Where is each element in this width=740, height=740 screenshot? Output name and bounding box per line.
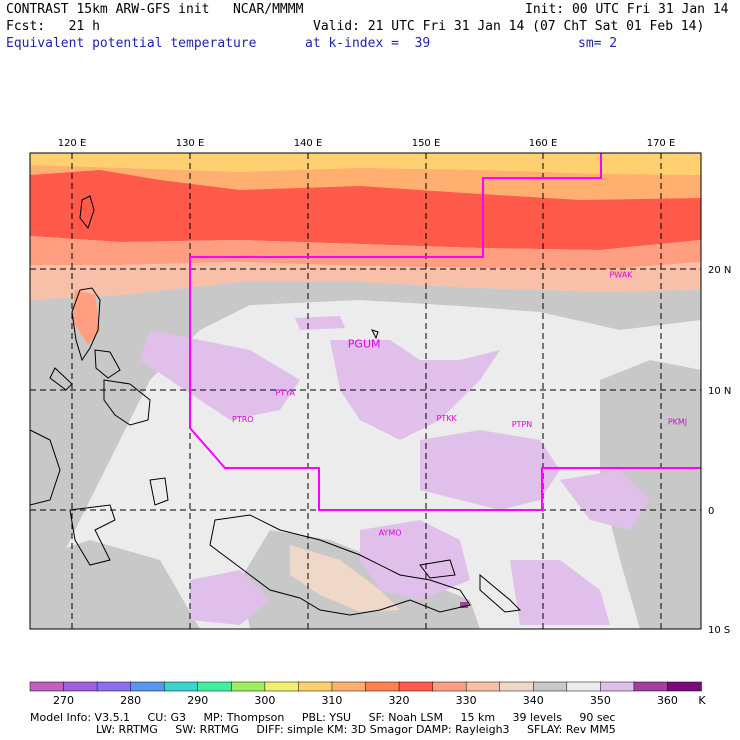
colorbar-label: 330	[455, 694, 477, 707]
theta-e-field	[30, 153, 701, 629]
lon-label-170e: 170 E	[647, 138, 676, 149]
station-ptro: PTRO	[232, 415, 254, 424]
lon-label-150e: 150 E	[412, 138, 441, 149]
mindanao-coast	[103, 379, 151, 426]
colorbar-swatch	[96, 681, 132, 692]
band-salmon	[30, 236, 701, 270]
colorbar-label: 290	[187, 694, 209, 707]
luzon-coast	[71, 287, 101, 362]
coastlines	[29, 195, 522, 616]
guam-coast	[371, 329, 379, 340]
colorbar-swatch	[163, 681, 199, 692]
colorbar-swatch	[331, 681, 367, 692]
station-ptkk: PTKK	[437, 414, 458, 423]
visayas-coast	[94, 349, 121, 379]
colorbar-swatch	[667, 681, 702, 692]
colorbar-label: 310	[321, 694, 343, 707]
station-pgum: PGUM	[348, 337, 381, 350]
colorbar-label: 300	[254, 694, 276, 707]
colorbar-swatch	[633, 681, 669, 692]
colorbar-label: 320	[388, 694, 410, 707]
init-time: Init: 00 UTC Fri 31 Jan 14	[525, 2, 729, 17]
lat-label-0: 0	[708, 506, 714, 517]
station-markers: PGUM PTYA PTRO PTKK PTPN PKMJ PWAK AYMO	[232, 270, 687, 537]
colorbar-swatch	[63, 681, 98, 692]
lon-label-160e: 160 E	[529, 138, 558, 149]
lon-label-130e: 130 E	[176, 138, 205, 149]
colorbar-label: 340	[522, 694, 544, 707]
colorbar-swatch	[130, 681, 165, 692]
forecast-hour: Fcst: 21 h	[6, 19, 100, 34]
colorbar-swatch	[566, 681, 602, 692]
map-frame	[29, 152, 702, 630]
colorbar	[29, 681, 702, 692]
colorbar-swatch	[231, 681, 266, 692]
lat-label-20n: 20 N	[708, 265, 731, 276]
solomon-coast	[479, 573, 522, 613]
field-name: Equivalent potential temperature	[6, 36, 257, 51]
band-red	[30, 170, 701, 250]
colorbar-swatch	[197, 681, 233, 692]
colorbar-unit: K	[698, 694, 706, 707]
lilac-blob-4	[560, 470, 650, 530]
station-pkmj: PKMJ	[668, 417, 687, 426]
station-ptya: PTYA	[275, 389, 295, 398]
colorbar-swatch	[264, 681, 300, 692]
colorbar-swatch	[499, 681, 535, 692]
colorbar-label: 350	[589, 694, 611, 707]
colorbar-label: 280	[120, 694, 142, 707]
band-peach	[30, 262, 701, 300]
model-info-line-2: LW: RRTMG SW: RRTMG DIFF: simple KM: 3D …	[96, 723, 616, 736]
model-info-line-1: Model Info: V3.5.1 CU: G3 MP: Thompson P…	[30, 711, 616, 724]
level-label: at k-index = 39	[305, 36, 431, 51]
lat-label-10n: 10 N	[708, 386, 731, 397]
sulawesi-coast	[69, 504, 116, 566]
lilac-blob-3	[420, 430, 560, 510]
smoothing-label: sm= 2	[578, 36, 618, 51]
lilac-blob-7	[510, 560, 610, 625]
lilac-blob-8	[295, 316, 345, 330]
lat-tick-labels: 20 N 10 N 0 10 S	[708, 265, 731, 636]
station-aymo: AYMO	[379, 528, 402, 537]
colorbar-swatch	[365, 681, 400, 692]
station-ptpn: PTPN	[512, 420, 533, 429]
philippines-warm	[72, 290, 100, 345]
band-gray-east	[600, 360, 701, 629]
colorbar-swatch	[432, 681, 467, 692]
lat-label-10s: 10 S	[708, 625, 730, 636]
newbritain-coast	[419, 559, 456, 579]
lilac-blob-6	[190, 570, 270, 625]
lon-label-120e: 120 E	[58, 138, 87, 149]
colorbar-label: 270	[53, 694, 75, 707]
colorbar-swatch	[600, 681, 635, 692]
colorbar-swatch	[465, 681, 501, 692]
colorbar-swatch	[533, 681, 568, 692]
taiwan-coast	[79, 195, 95, 230]
colorbar-swatch	[398, 681, 434, 692]
lilac-blob-5	[360, 520, 470, 600]
lilac-blob-1	[140, 330, 300, 420]
colorbar-swatch	[29, 681, 65, 692]
newguinea-warm	[290, 545, 400, 612]
lon-tick-labels: 120 E 130 E 140 E 150 E 160 E 170 E	[58, 138, 676, 149]
newguinea-coast	[209, 514, 471, 616]
lon-label-140e: 140 E	[294, 138, 323, 149]
fir-boundary	[189, 153, 701, 511]
colorbar-swatch	[298, 681, 333, 692]
title-line-1: CONTRAST 15km ARW-GFS init NCAR/MMMM	[6, 2, 304, 17]
colorbar-label: 360	[656, 694, 678, 707]
station-pwak: PWAK	[609, 270, 633, 279]
purple-cell	[460, 602, 468, 608]
halmahera-coast	[149, 477, 169, 506]
valid-time: Valid: 21 UTC Fri 31 Jan 14 (07 ChT Sat …	[313, 19, 705, 34]
